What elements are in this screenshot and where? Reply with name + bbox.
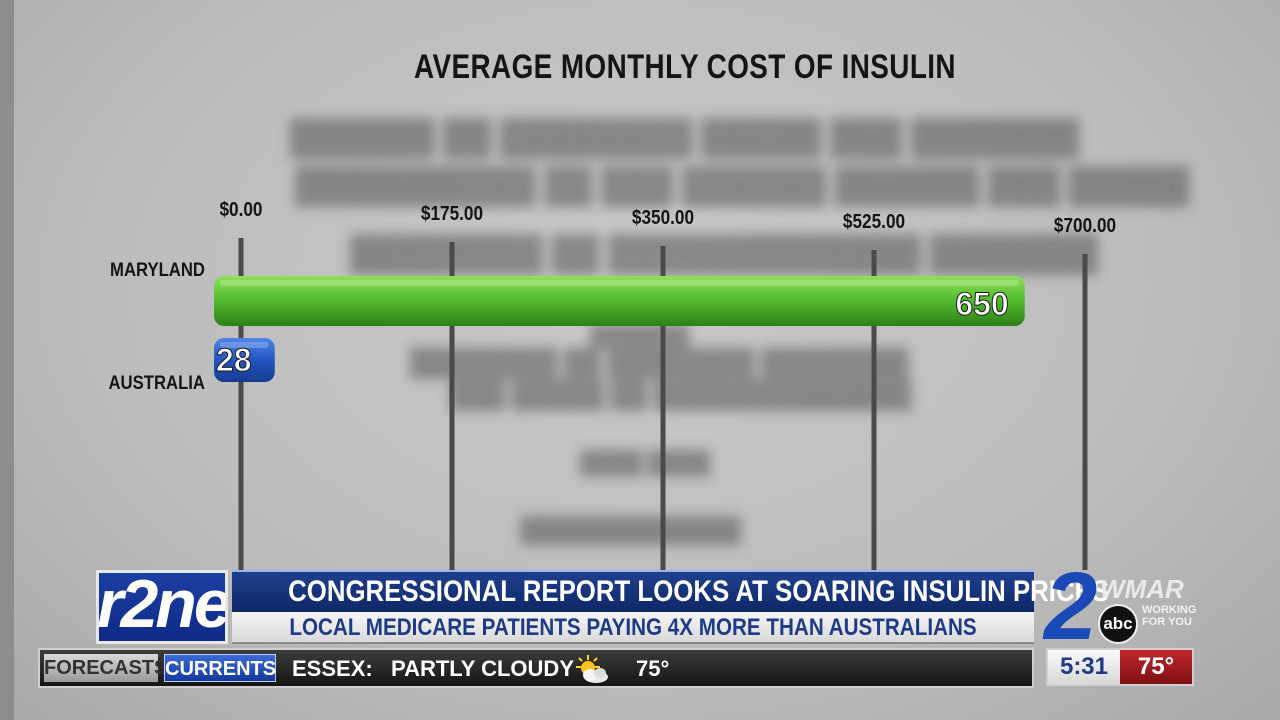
weather-ticker: FORECASTS CURRENTS ESSEX: PARTLY CLOUDY …	[38, 648, 1034, 688]
subheadline-banner: LOCAL MEDICARE PATIENTS PAYING 4X MORE T…	[232, 612, 1034, 644]
headline-banner: CONGRESSIONAL REPORT LOOKS AT SOARING IN…	[232, 570, 1110, 612]
station-name: WMAR	[1100, 574, 1184, 604]
value-label: 650	[955, 286, 1008, 322]
x-tick-label: $0.00	[219, 198, 262, 221]
x-tick-label: $525.00	[843, 210, 905, 233]
tagline-line-2: FOR YOU	[1142, 616, 1192, 628]
frame-edge	[0, 0, 14, 720]
show-logo: r2ne	[96, 570, 228, 644]
x-tick-label: $175.00	[421, 202, 483, 225]
category-label: AUSTRALIA	[109, 372, 206, 393]
x-tick-label: $700.00	[1054, 214, 1116, 237]
ticker-conditions: ESSEX: PARTLY CLOUDY	[292, 654, 574, 684]
tagline-line-1: WORKING	[1142, 604, 1197, 616]
bar-highlight	[220, 280, 1019, 286]
show-logo-text: r2ne	[97, 570, 228, 642]
ticker-tab-currents: CURRENTS	[164, 654, 276, 682]
clock-temperature: 75°	[1120, 650, 1192, 684]
bar-highlight	[220, 342, 269, 348]
bar-maryland	[214, 276, 1025, 326]
clock-time: 5:31	[1048, 650, 1120, 684]
station-tagline: WORKING FOR YOU	[1142, 604, 1212, 628]
channel-number: 2	[1044, 553, 1098, 660]
subheadline-text: LOCAL MEDICARE PATIENTS PAYING 4X MORE T…	[289, 614, 977, 641]
bar-australia	[214, 338, 275, 382]
clock-temperature-box: 5:31 75°	[1046, 648, 1194, 686]
ticker-tab-forecasts: FORECASTS	[44, 654, 167, 682]
partly-cloudy-icon	[576, 655, 608, 683]
value-label: 28	[216, 342, 252, 378]
ticker-temperature: 75°	[636, 656, 670, 681]
ticker-location: ESSEX:	[292, 656, 373, 681]
headline-text: CONGRESSIONAL REPORT LOOKS AT SOARING IN…	[288, 575, 1110, 608]
chart-title: AVERAGE MONTHLY COST OF INSULIN	[414, 48, 956, 86]
abc-network-logo: abc	[1098, 604, 1138, 644]
category-label: MARYLAND	[110, 259, 205, 280]
ticker-condition: PARTLY CLOUDY	[391, 656, 574, 681]
station-logo: 2 WMAR abc WORKING FOR YOU	[1040, 553, 1212, 660]
x-tick-label: $350.00	[632, 206, 694, 229]
